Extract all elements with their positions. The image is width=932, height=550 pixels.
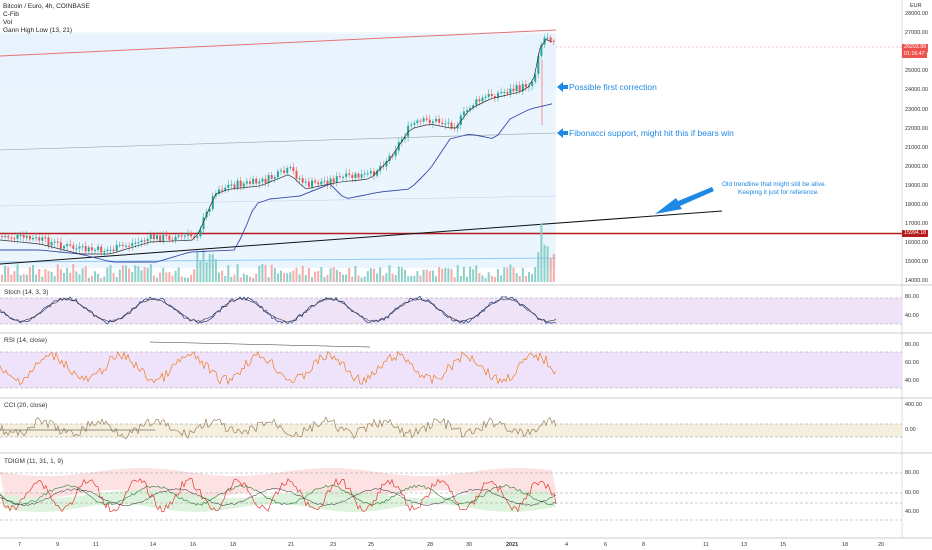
tdigm-label[interactable]: TDIGM (11, 31, 1, 9)	[4, 458, 64, 465]
cci-line	[0, 416, 557, 440]
time-tick: 16	[190, 542, 197, 548]
time-tick: 15	[780, 542, 787, 548]
price-tick: 28000.00	[905, 11, 928, 17]
gann-hilo-line	[0, 38, 553, 255]
time-tick: 18	[842, 542, 849, 548]
countdown-badge: 01:16:47	[902, 51, 927, 58]
fib-zone-upper	[0, 32, 556, 90]
price-tick: 25000.00	[905, 68, 928, 75]
time-tick: 4	[565, 542, 569, 548]
price-tick: 23000.00	[905, 106, 928, 113]
tdigm-price-line	[0, 477, 557, 513]
fib-low-line	[0, 257, 557, 263]
rsi-tick-40: 40.00	[905, 378, 919, 384]
stoch-label[interactable]: Stoch (14, 3, 3)	[4, 289, 49, 296]
time-tick: 21	[288, 542, 295, 548]
level-price-badge: 15994.18	[902, 230, 929, 237]
time-tick: 9	[56, 542, 60, 548]
price-tick: 15000.00	[905, 259, 928, 266]
rsi-tick-60: 60.00	[905, 360, 919, 366]
tdigm-tick-80: 80.00	[905, 470, 919, 476]
cci-band	[0, 424, 902, 437]
time-tick: 20	[878, 542, 885, 548]
price-tick: 18000.00	[905, 202, 928, 208]
fib-mid-line	[0, 195, 557, 207]
time-tick: 13	[741, 542, 748, 548]
time-tick: 8	[642, 542, 646, 548]
upper-channel-line	[0, 29, 557, 57]
rsi-label[interactable]: RSI (14, close)	[4, 337, 47, 344]
time-tick: 11	[93, 542, 99, 548]
tdigm-tick-40: 40.00	[905, 509, 919, 515]
rsi-trendline	[149, 341, 371, 348]
stoch-tick-80: 80.00	[905, 294, 919, 300]
stoch-band	[0, 298, 902, 324]
time-tick: 14	[150, 542, 157, 548]
time-tick: 7	[18, 542, 22, 548]
price-tick: 27000.00	[905, 30, 928, 37]
candles	[1, 32, 555, 256]
annotation-trendline-note-2[interactable]: Keeping it just for reference.	[738, 189, 820, 196]
time-tick: 11	[703, 542, 709, 548]
price-tick: 20000.00	[905, 163, 928, 170]
rsi-band	[0, 352, 902, 388]
arrow-first-correction-icon	[557, 82, 568, 92]
price-tick: 21000.00	[905, 144, 928, 151]
stoch-tick-40: 40.00	[905, 313, 919, 319]
tdigm-base-line	[0, 487, 557, 507]
time-tick: 30	[466, 542, 473, 548]
cci-tick-0: 0.00	[905, 427, 916, 433]
indicator-vol[interactable]: Vol	[3, 19, 13, 26]
time-tick: 18	[230, 542, 237, 548]
symbol-title[interactable]: Bitcoin / Euro, 4h, COINBASE	[3, 3, 90, 10]
price-tick: 24000.00	[905, 87, 928, 94]
tdigm-signal-line	[0, 484, 557, 506]
last-price-badge: 26203.99	[902, 44, 929, 51]
time-tick: 28	[427, 542, 434, 548]
price-axis-currency: EUR	[910, 3, 922, 9]
cci-tick-400: 400.00	[905, 402, 922, 408]
annotation-first-correction[interactable]: Possible first correction	[569, 82, 657, 92]
rsi-line	[0, 350, 557, 386]
price-tick: 16000.00	[905, 240, 928, 247]
chart-legend: Bitcoin / Euro, 4h, COINBASE C-Fib Vol G…	[3, 3, 90, 35]
price-tick: 17000.00	[905, 221, 928, 228]
old-trendline[interactable]	[0, 210, 723, 265]
price-tick: 22000.00	[905, 125, 928, 132]
volume-bars	[1, 224, 555, 282]
time-tick: 2021	[506, 542, 519, 548]
price-tick: 19000.00	[905, 182, 928, 189]
annotation-fib-support[interactable]: Fibonacci support, might hit this if bea…	[569, 128, 734, 138]
indicator-cfib[interactable]: C-Fib	[3, 11, 19, 18]
price-tick: 14000.00	[905, 278, 928, 285]
time-tick: 25	[368, 542, 375, 548]
arrow-fib-support-icon	[557, 128, 568, 138]
time-tick: 23	[330, 542, 337, 548]
gann-ma-line	[0, 103, 553, 263]
annotation-trendline-note-1[interactable]: Old trendline that might still be alive.	[722, 181, 827, 188]
time-tick: 6	[604, 542, 608, 548]
rsi-tick-80: 80.00	[905, 342, 919, 348]
cci-label[interactable]: CCI (20, close)	[4, 402, 48, 409]
stoch-d-line	[0, 297, 557, 323]
tdigm-tick-60: 60.00	[905, 490, 919, 496]
arrow-trendline-icon	[655, 187, 714, 214]
tdigm-lower-band	[0, 490, 556, 512]
indicator-gann[interactable]: Gann High Low (13, 21)	[3, 27, 73, 34]
